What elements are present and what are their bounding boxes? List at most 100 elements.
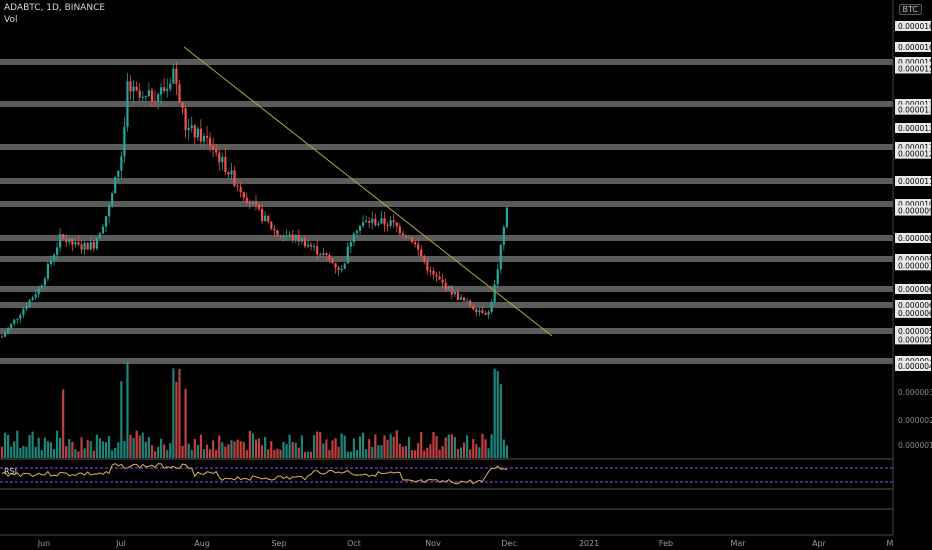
price-label-14: 0.00000780	[898, 261, 932, 270]
candle-body	[212, 145, 215, 150]
currency-badge[interactable]: BTC	[898, 4, 922, 15]
candle-body	[52, 254, 56, 261]
candle-body	[435, 274, 438, 277]
volume-bar	[462, 442, 466, 458]
volume-bar	[3, 432, 7, 458]
candle-body	[71, 238, 74, 245]
candle-body	[37, 287, 40, 295]
volume-bar	[472, 438, 475, 458]
candle-body	[490, 301, 493, 312]
volume-bar	[316, 431, 319, 458]
volume-bar	[282, 441, 285, 458]
volume-bar	[166, 450, 169, 458]
candle-body	[316, 246, 319, 255]
volume-bar	[160, 438, 163, 458]
volume-bar	[193, 439, 196, 458]
candle-body	[261, 208, 264, 222]
volume-bar	[365, 449, 368, 458]
volume-bar	[190, 450, 193, 458]
candle-body	[7, 328, 10, 333]
time-tick-Oct: Oct	[347, 539, 361, 548]
volume-bar	[169, 443, 172, 458]
volume-bar	[386, 439, 389, 458]
volume-bar	[55, 430, 59, 458]
price-label-box-11	[895, 205, 931, 216]
candle-body	[117, 170, 120, 178]
volume-bar	[276, 448, 279, 458]
volume-bar	[92, 450, 95, 458]
volume-bar	[398, 443, 401, 458]
time-tick-Nov: Nov	[425, 539, 441, 548]
price-label-box-17	[895, 307, 931, 318]
volume-bar	[34, 446, 37, 458]
candle-body	[438, 276, 441, 280]
volume-label-0: 0.00000300	[898, 388, 932, 397]
volume-bar	[414, 450, 417, 458]
volume-label: Vol	[4, 15, 18, 25]
candle-body	[59, 234, 62, 248]
volume-bar	[254, 439, 258, 458]
candle-body	[160, 87, 163, 95]
price-label-1: 0.00001600	[898, 43, 932, 52]
volume-bar	[7, 434, 10, 458]
candle-body	[279, 235, 282, 237]
volume-bar	[132, 438, 135, 458]
volume-bar	[267, 449, 270, 458]
candle-body	[478, 310, 481, 313]
volume-bar	[227, 444, 230, 458]
candle-body	[499, 244, 502, 270]
price-label-box-6	[895, 123, 931, 133]
candle-body	[221, 156, 224, 163]
volume-bar	[322, 443, 325, 458]
candle-body	[132, 86, 135, 92]
volume-bar	[230, 440, 233, 458]
candle-body	[236, 185, 239, 187]
price-label-box-5	[895, 104, 931, 115]
volume-bar	[429, 444, 432, 458]
volume-bar	[361, 432, 365, 458]
price-label-13: 0.00000804	[898, 255, 932, 264]
volume-bar	[108, 436, 111, 458]
volume-bar	[40, 450, 43, 458]
candle-body	[484, 313, 487, 315]
candle-body	[456, 292, 460, 300]
candle-body	[487, 311, 490, 315]
volume-bar	[288, 434, 291, 458]
volume-bar	[380, 445, 383, 458]
candle-body	[306, 244, 310, 247]
time-tick-Apr: Apr	[812, 539, 827, 548]
candle-body	[267, 215, 270, 222]
candle-body	[46, 263, 49, 279]
volume-bar	[117, 442, 120, 458]
volume-bar	[487, 448, 490, 458]
volume-bar	[490, 434, 493, 458]
price-label-12: 0.00000885	[898, 234, 932, 243]
volume-bar	[404, 445, 408, 458]
volume-bar	[224, 446, 227, 458]
candle-body	[343, 263, 346, 269]
candle-body	[404, 235, 408, 238]
candle-body	[251, 201, 255, 204]
candle-body	[319, 254, 322, 256]
volume-bar	[147, 437, 150, 458]
candle-body	[89, 242, 92, 250]
volume-bar	[270, 441, 273, 458]
candle-body	[184, 108, 187, 131]
candle-body	[68, 238, 71, 242]
candle-body	[239, 186, 242, 193]
candle-body	[28, 300, 31, 307]
candle-body	[163, 87, 166, 91]
candle-body	[398, 226, 401, 234]
candle-body	[16, 318, 19, 320]
volume-bar	[355, 449, 359, 458]
candle-body	[92, 242, 95, 249]
level-band-6	[0, 256, 893, 262]
volume-bar	[438, 449, 441, 458]
candle-body	[505, 207, 508, 228]
volume-bar	[401, 446, 404, 458]
candle-body	[135, 86, 138, 91]
volume-bar	[135, 430, 138, 458]
candle-body	[331, 259, 334, 264]
volume-bar	[156, 446, 160, 458]
